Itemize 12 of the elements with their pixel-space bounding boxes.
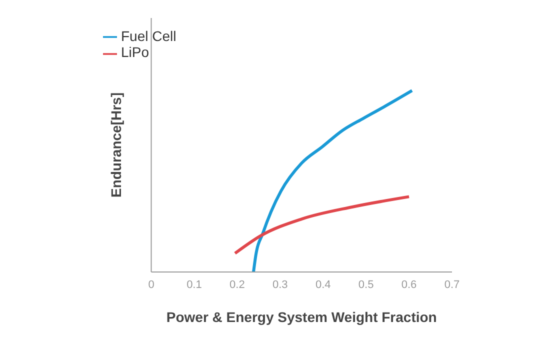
- y-axis-title: Endurance[Hrs]: [108, 92, 124, 198]
- x-tick-label: 0.3: [272, 278, 288, 291]
- x-tick-label: 0.1: [186, 278, 202, 291]
- x-tick-label: 0: [148, 278, 154, 291]
- x-tick-label: 0.6: [401, 278, 417, 291]
- x-tick-label: 0.5: [358, 278, 374, 291]
- x-tick-label: 0.2: [230, 278, 245, 291]
- x-axis-title: Power & Energy System Weight Fraction: [166, 309, 437, 325]
- x-tick-label: 0.4: [315, 278, 331, 291]
- x-tick-label: 0.7: [444, 278, 460, 291]
- legend-label: LiPo: [121, 44, 150, 60]
- legend-label: Fuel Cell: [121, 28, 176, 44]
